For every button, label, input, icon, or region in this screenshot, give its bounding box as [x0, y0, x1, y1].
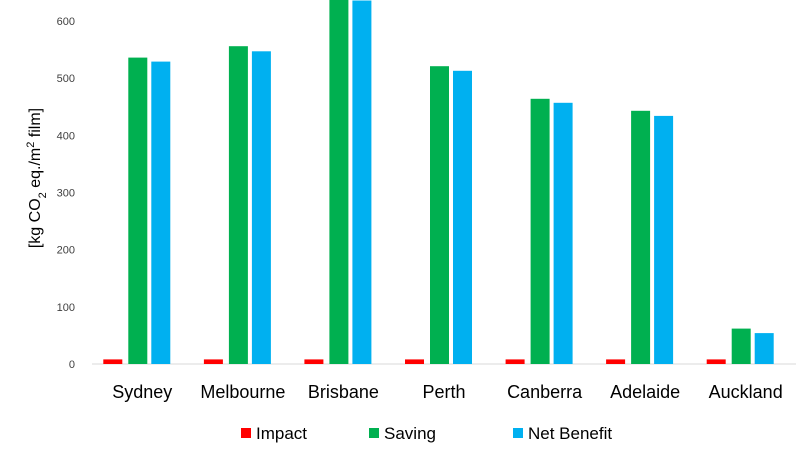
bar-impact-perth — [405, 359, 424, 364]
bar-saving-auckland — [731, 328, 751, 364]
bar-saving-melbourne — [228, 46, 248, 364]
bars — [103, 0, 774, 365]
y-axis-label: [kg CO2 eq./m2 film] — [25, 108, 49, 248]
legend-label: Net Benefit — [528, 424, 612, 443]
x-tick-label: Auckland — [709, 382, 783, 402]
bar-saving-canberra — [530, 98, 550, 365]
bar-net-benefit-auckland — [754, 333, 774, 364]
x-tick-label: Brisbane — [308, 382, 379, 402]
bar-impact-auckland — [706, 359, 726, 364]
bar-net-benefit-sydney — [151, 61, 171, 364]
x-tick-label: Melbourne — [200, 382, 285, 402]
bar-saving-adelaide — [631, 110, 651, 364]
legend-label: Impact — [256, 424, 307, 443]
y-tick-label: 200 — [57, 245, 75, 257]
legend-swatch-impact — [241, 428, 251, 438]
y-tick-label: 0 — [69, 359, 75, 371]
bar-impact-brisbane — [304, 359, 324, 364]
bar-net-benefit-brisbane — [352, 0, 372, 364]
bar-saving-sydney — [128, 57, 148, 364]
bar-saving-brisbane — [329, 0, 349, 364]
legend: Impact Saving Net Benefit — [241, 424, 612, 443]
y-axis-title: [kg CO2 eq./m2 film] — [25, 108, 49, 248]
y-tick-label: 300 — [57, 188, 75, 200]
legend-swatch-saving — [369, 428, 379, 438]
bar-net-benefit-adelaide — [654, 115, 674, 365]
bar-impact-adelaide — [606, 359, 626, 364]
legend-label: Saving — [384, 424, 436, 443]
y-axis-ticks: 0 100 200 300 400 500 600 — [57, 16, 75, 371]
bar-saving-perth — [430, 66, 449, 364]
bar-impact-sydney — [103, 359, 123, 364]
y-tick-label: 500 — [57, 73, 75, 85]
y-tick-label: 600 — [57, 16, 75, 28]
bar-impact-canberra — [505, 359, 525, 364]
x-tick-label: Canberra — [507, 382, 583, 402]
x-tick-label: Adelaide — [610, 382, 680, 402]
y-tick-label: 100 — [57, 302, 75, 314]
y-tick-label: 400 — [57, 130, 75, 142]
bar-net-benefit-canberra — [553, 102, 573, 365]
legend-swatch-net-benefit — [513, 428, 523, 438]
bar-net-benefit-perth — [453, 70, 472, 365]
bar-net-benefit-melbourne — [251, 51, 271, 365]
bar-impact-melbourne — [203, 359, 223, 364]
x-tick-label: Sydney — [112, 382, 172, 402]
x-tick-label: Perth — [422, 382, 465, 402]
x-axis-tick-labels: Sydney Melbourne Brisbane Perth Canberra Adel… — [112, 382, 782, 402]
